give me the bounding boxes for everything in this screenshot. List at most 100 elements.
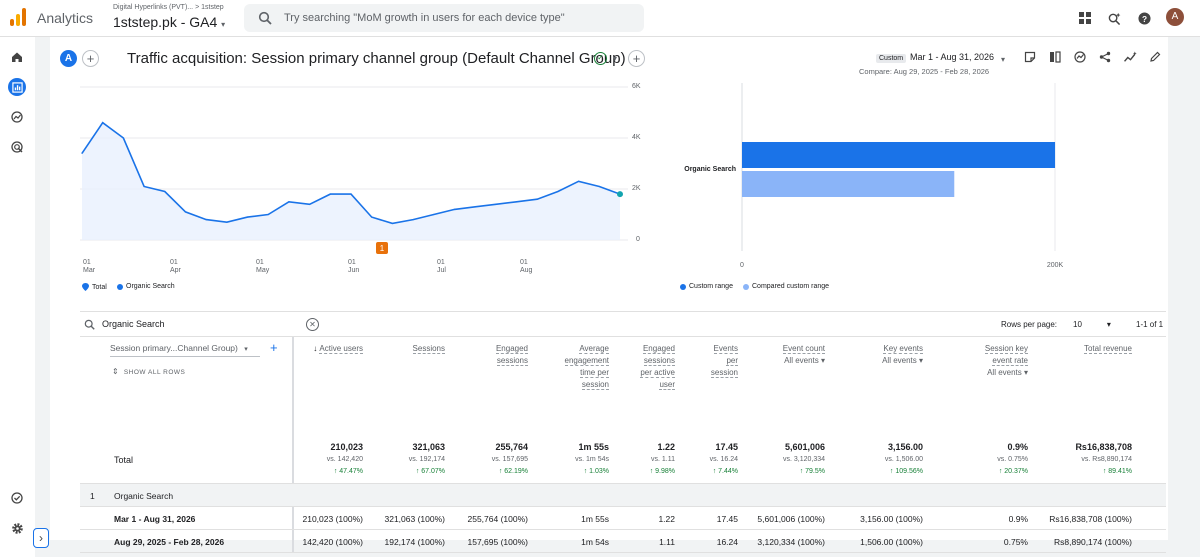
legend-label: Organic Search: [126, 283, 175, 290]
column-header-7[interactable]: Event count All events ▾: [749, 343, 825, 367]
edit-icon[interactable]: [1147, 49, 1163, 65]
show-all-rows-button[interactable]: ⇕ SHOW ALL ROWS: [112, 367, 185, 376]
column-header-text: sessions: [643, 356, 675, 366]
column-header-3[interactable]: Engaged sessions: [458, 343, 528, 367]
total-compare-value: vs. Rs8,890,174: [1081, 456, 1132, 463]
total-percent-change: ↑ 62.19%: [498, 468, 528, 475]
avatar[interactable]: A: [1166, 8, 1184, 26]
event-filter-dropdown[interactable]: All events ▾: [784, 356, 825, 365]
data-point: [598, 185, 600, 188]
total-value: 255,764: [495, 442, 528, 452]
legend-label: Custom range: [689, 283, 733, 290]
explore-icon[interactable]: [8, 108, 26, 126]
customize-report-icon[interactable]: [1022, 49, 1038, 65]
column-header-10[interactable]: Total revenue: [1042, 343, 1132, 355]
dimension-select[interactable]: Session primary...Channel Group) ▾: [110, 343, 260, 357]
analytics-logo-icon[interactable]: [10, 8, 26, 26]
data-point: [205, 219, 207, 221]
bar-custom-range[interactable]: [742, 142, 1056, 168]
add-dimension-button[interactable]: +: [270, 340, 278, 355]
column-header-1[interactable]: ↓ Active users: [293, 343, 363, 355]
total-compare-value: vs. 16.24: [709, 456, 738, 463]
pin-icon: [82, 283, 89, 291]
date-dropdown-icon[interactable]: ▾: [1001, 55, 1006, 64]
total-value: 1.22: [657, 442, 675, 452]
column-header-5[interactable]: Engaged sessions per active user: [619, 343, 675, 391]
event-filter-dropdown[interactable]: All events ▾: [882, 356, 923, 365]
table-row[interactable]: % change47.47%67.07%62.19%1.03%9.98%7.44…: [80, 552, 1166, 557]
last-point-marker[interactable]: [617, 191, 623, 198]
table-cell: 157,695 (100%): [467, 537, 529, 547]
total-value: Rs16,838,708: [1075, 442, 1132, 452]
legend-total[interactable]: Total: [82, 283, 107, 291]
compare-icon[interactable]: [1047, 49, 1063, 65]
column-header-text: Average: [579, 344, 609, 354]
annotation-marker[interactable]: [376, 242, 388, 254]
column-header-text: event rate: [992, 356, 1028, 366]
comparison-badge[interactable]: A: [60, 50, 77, 67]
legend-label: Compared custom range: [752, 283, 830, 290]
table-row[interactable]: Mar 1 - Aug 31, 2026 210,023 (100%) 321,06…: [80, 506, 1166, 529]
legend-custom-range[interactable]: Custom range: [680, 283, 733, 290]
column-header-8[interactable]: Key events All events ▾: [843, 343, 923, 367]
table-row[interactable]: Aug 29, 2025 - Feb 28, 2026 142,420 (100%…: [80, 529, 1166, 552]
search-bar[interactable]: Try searching "MoM growth in users for e…: [244, 4, 644, 32]
date-range[interactable]: Mar 1 - Aug 31, 2026: [910, 52, 995, 62]
share-icon[interactable]: [1097, 49, 1113, 65]
column-header-4[interactable]: Average engagement time per session: [549, 343, 609, 391]
total-compare-value: vs. 192,174: [408, 456, 445, 463]
total-compare-value: vs. 1m 54s: [575, 456, 609, 463]
table-cell: 192,174 (100%): [384, 537, 446, 547]
data-point: [391, 222, 393, 225]
table-cell: 0.9%: [1008, 514, 1028, 524]
advertising-icon[interactable]: [8, 138, 26, 156]
settings-icon[interactable]: [8, 519, 26, 537]
total-value: 321,063: [412, 442, 445, 452]
table-row-group[interactable]: 1 Organic Search: [80, 483, 1166, 506]
property-selector[interactable]: 1ststep.pk - GA4 ▾: [113, 14, 225, 30]
x-tick-day: 01: [83, 259, 91, 266]
total-label: Total: [114, 455, 134, 465]
data-point: [309, 203, 311, 205]
column-header-9[interactable]: Session key event rate All events ▾: [948, 343, 1028, 379]
clear-search-icon[interactable]: ✕: [306, 318, 319, 331]
total-compare-value: vs. 157,695: [491, 456, 528, 463]
add-comparison-button[interactable]: +: [82, 50, 99, 67]
apps-icon[interactable]: [1077, 10, 1093, 26]
trend-sparkle-icon[interactable]: [1122, 49, 1138, 65]
column-header-2[interactable]: Sessions: [375, 343, 445, 355]
legend-compared-range[interactable]: Compared custom range: [743, 283, 829, 290]
reports-icon[interactable]: [8, 78, 26, 96]
chevron-right-icon: ›: [39, 531, 43, 545]
bar-compared-range[interactable]: [742, 171, 955, 197]
account-breadcrumb[interactable]: Digital Hyperlinks (PVT)... > 1ststep: [113, 4, 224, 11]
category-label: Organic Search: [684, 166, 736, 173]
add-filter-button[interactable]: +: [628, 50, 645, 67]
x-tick-month: Jul: [437, 267, 446, 274]
home-icon[interactable]: [8, 48, 26, 66]
title-dropdown-icon[interactable]: ▾: [613, 54, 618, 63]
insights-icon[interactable]: [1072, 49, 1088, 65]
table-cell: 210,023 (100%): [302, 514, 364, 524]
table-search-input[interactable]: Organic Search: [102, 319, 165, 329]
help-icon[interactable]: ?: [1136, 10, 1152, 26]
data-point: [350, 193, 352, 195]
data-point: [267, 213, 269, 216]
y-tick-label: 6K: [632, 83, 641, 90]
table-cell: 3,156.00 (100%): [860, 514, 923, 524]
expand-nav-button[interactable]: ›: [33, 528, 49, 548]
data-point: [184, 211, 187, 213]
rows-per-page-select[interactable]: 10 ▾: [1073, 320, 1111, 329]
column-header-6[interactable]: Events per session: [692, 343, 738, 379]
event-filter-dropdown[interactable]: All events ▾: [987, 368, 1028, 377]
legend-dot: [680, 283, 686, 290]
legend-organic-search[interactable]: Organic Search: [117, 283, 175, 290]
search-insights-icon[interactable]: [1106, 10, 1122, 26]
search-icon: [258, 11, 272, 25]
total-value: 210,023: [330, 442, 363, 452]
legend-label: Total: [92, 283, 107, 291]
x-tick-day: 01: [520, 259, 528, 266]
expand-icon: ⇕: [112, 367, 120, 376]
x-tick-label: 01 Aug: [520, 259, 532, 275]
admin-activity-icon[interactable]: [8, 489, 26, 507]
